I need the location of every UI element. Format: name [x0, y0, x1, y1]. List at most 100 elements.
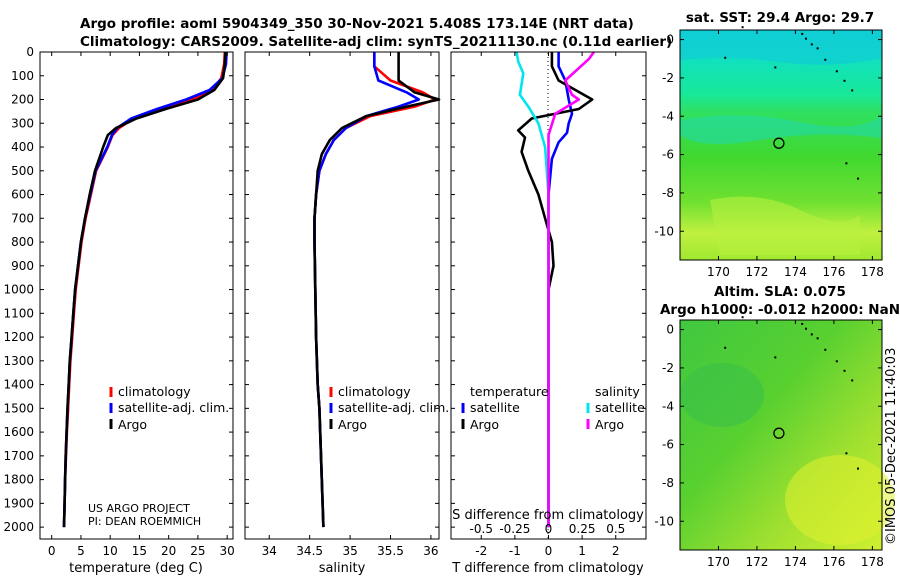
legend-label-satellite: satellite-adj. clim. [338, 400, 449, 415]
x-tick-label: 20 [161, 544, 176, 558]
y-tick-label: 1200 [3, 330, 34, 344]
series-line-satellite-adj-clim- [313, 52, 421, 528]
credit-line1: US ARGO PROJECT [88, 502, 190, 515]
series-line-argo [62, 51, 227, 528]
map-x-tick-label: 174 [784, 265, 807, 279]
island-dot [805, 327, 807, 330]
y-tick-label: 0 [26, 45, 34, 59]
map-y-tick-label: -2 [662, 71, 674, 85]
x-tick-label: 5 [77, 544, 85, 558]
x-tick-label: 1 [578, 544, 586, 558]
sla-map-panel: Altim. SLA: 0.075 Argo h1000: -0.012 h20… [654, 284, 900, 569]
legend-label-argo: Argo [118, 417, 147, 432]
map-y-tick-label: -8 [662, 476, 674, 490]
y-tick-label: 1400 [3, 378, 34, 392]
map-y-tick-label: -4 [662, 109, 674, 123]
x-tick-label: 36 [423, 544, 438, 558]
legend-title-temperature: temperature [470, 384, 549, 399]
island-dot [824, 348, 827, 351]
sla-map-ticks: 170 172 174 176 178 0 -2 -4 -6 -8 -10 [654, 320, 884, 569]
y-tick-label: 1000 [3, 283, 34, 297]
island-dot [843, 79, 846, 82]
credit-line2: PI: DEAN ROEMMICH [88, 515, 201, 528]
map-x-tick-label: 176 [822, 555, 845, 569]
y-tick-label: 100 [11, 69, 34, 83]
x-tick-label: 35.5 [377, 544, 404, 558]
sst-map-warm-pool [680, 30, 882, 65]
island-dot [843, 369, 846, 372]
legend-label-climatology: climatology [118, 384, 191, 399]
island-dot [801, 322, 804, 325]
legend-title-salinity: salinity [595, 384, 640, 399]
map-y-tick-label: -10 [654, 224, 674, 238]
island-dot [845, 452, 848, 455]
island-dot [741, 316, 744, 319]
legend-label-s-satellite: satellite [595, 400, 645, 415]
sla-map-subtitle: Argo h1000: -0.012 h2000: NaN [660, 302, 900, 318]
salinity-panel: 34 34.5 35 35.5 36 salinity climatology sate… [244, 51, 449, 576]
island-dot [724, 56, 727, 59]
legend-label-climatology: climatology [338, 384, 411, 399]
salinity-series [313, 52, 441, 528]
header-title-line1: Argo profile: aoml 5904349_350 30-Nov-20… [80, 16, 634, 32]
temperature-series [62, 51, 228, 528]
legend-label-s-argo: Argo [595, 417, 624, 432]
island-dot [801, 32, 804, 35]
x-tick-label: 35 [342, 544, 357, 558]
sla-map-islands [724, 316, 859, 470]
island-dot [810, 333, 813, 336]
series-line-t-argo [516, 52, 594, 528]
island-dot [774, 66, 777, 69]
x-tick-label: -1 [509, 544, 521, 558]
map-x-tick-label: 174 [784, 555, 807, 569]
map-x-tick-label: 178 [861, 265, 884, 279]
sst-map-title: sat. SST: 29.4 Argo: 29.7 [686, 10, 874, 26]
island-dot [816, 47, 819, 50]
x-tick-label: 34 [262, 544, 277, 558]
temperature-axes-frame [39, 51, 234, 540]
island-dot [835, 360, 838, 363]
y-tick-label: 1600 [3, 425, 34, 439]
copyright-stamp: ©IMOS 05-Dec-2021 11:40:03 [884, 348, 899, 545]
y-tick-label: 2000 [3, 520, 34, 534]
salinity-xlabel: salinity [319, 561, 366, 576]
map-x-tick-label: 170 [707, 555, 730, 569]
map-y-tick-label: -6 [662, 438, 674, 452]
x-tick-label: 10 [103, 544, 118, 558]
island-dot [851, 89, 854, 92]
sst-map-cool-tongue [710, 196, 860, 255]
difference-legend: temperature salinity satellite Argo sate… [461, 384, 645, 432]
island-dot [851, 379, 854, 382]
map-y-tick-label: -6 [662, 148, 674, 162]
series-line-climatology [313, 52, 437, 528]
y-tick-label: 800 [11, 235, 34, 249]
map-x-tick-label: 176 [822, 265, 845, 279]
legend-label-t-argo: Argo [470, 417, 499, 432]
map-y-tick-label: -10 [654, 514, 674, 528]
island-dot [857, 177, 859, 180]
difference-ticks: -2 -1 0 1 2 -0.5 -0.25 0 0.25 0.5 [451, 51, 646, 558]
island-dot [835, 70, 838, 73]
island-dot [810, 43, 813, 46]
island-dot [845, 162, 848, 165]
sst-map-islands [724, 26, 859, 180]
x-tick-label: 0 [48, 544, 56, 558]
island-dot [724, 346, 727, 349]
temperature-legend: climatology satellite-adj. clim. Argo [109, 384, 229, 432]
y-tick-label: 600 [11, 188, 34, 202]
map-y-tick-label: -2 [662, 361, 674, 375]
temperature-ticks: 0100200300400500600700800900100011001200… [3, 45, 234, 558]
y-tick-label: 700 [11, 211, 34, 225]
legend-label-satellite: satellite-adj. clim. [118, 400, 229, 415]
map-y-tick-label: -4 [662, 399, 674, 413]
y-tick-label: 1500 [3, 401, 34, 415]
difference-panel: -2 -1 0 1 2 -0.5 -0.25 0 0.25 0.5 S difference fr… [450, 51, 647, 576]
map-y-tick-label: -8 [662, 186, 674, 200]
map-x-tick-label: 172 [745, 265, 768, 279]
island-dot [774, 356, 777, 359]
y-tick-label: 1800 [3, 473, 34, 487]
y-tick-label: 900 [11, 259, 34, 273]
island-dot [805, 37, 807, 40]
sla-map-title: Altim. SLA: 0.075 [714, 284, 846, 300]
series-line-s-satellite [515, 51, 550, 528]
